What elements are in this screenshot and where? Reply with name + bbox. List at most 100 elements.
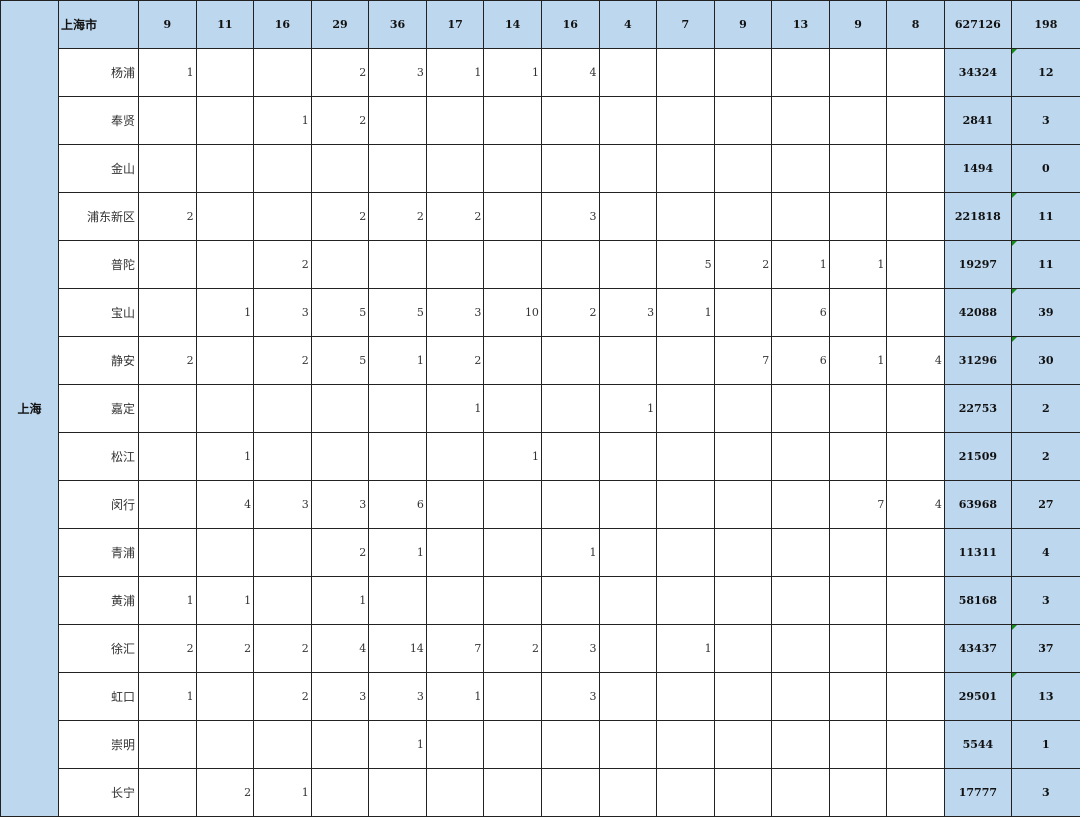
value-cell[interactable] xyxy=(254,145,312,193)
value-cell[interactable] xyxy=(657,145,715,193)
value-cell[interactable] xyxy=(599,577,657,625)
value-cell[interactable]: 2 xyxy=(311,193,369,241)
value-cell[interactable] xyxy=(254,193,312,241)
value-cell[interactable] xyxy=(599,97,657,145)
value-cell[interactable]: 6 xyxy=(772,289,830,337)
value-cell[interactable]: 1 xyxy=(484,49,542,97)
value-cell[interactable] xyxy=(657,577,715,625)
total-cell[interactable]: 19297 xyxy=(944,241,1011,289)
count-cell[interactable]: 4 xyxy=(1011,529,1080,577)
value-cell[interactable] xyxy=(829,673,887,721)
value-cell[interactable]: 4 xyxy=(311,625,369,673)
value-cell[interactable]: 2 xyxy=(139,337,197,385)
value-cell[interactable] xyxy=(599,529,657,577)
value-cell[interactable] xyxy=(139,721,197,769)
value-cell[interactable] xyxy=(657,673,715,721)
value-cell[interactable] xyxy=(196,49,254,97)
value-cell[interactable]: 2 xyxy=(254,673,312,721)
value-cell[interactable] xyxy=(887,193,945,241)
value-cell[interactable]: 3 xyxy=(254,289,312,337)
value-cell[interactable]: 2 xyxy=(139,193,197,241)
value-cell[interactable]: 1 xyxy=(657,289,715,337)
header-value-cell[interactable]: 9 xyxy=(829,1,887,49)
value-cell[interactable] xyxy=(599,625,657,673)
value-cell[interactable]: 1 xyxy=(196,577,254,625)
count-cell[interactable]: 12 xyxy=(1011,49,1080,97)
value-cell[interactable] xyxy=(599,241,657,289)
header-value-cell[interactable]: 4 xyxy=(599,1,657,49)
value-cell[interactable] xyxy=(311,145,369,193)
total-cell[interactable]: 31296 xyxy=(944,337,1011,385)
district-cell[interactable]: 奉贤 xyxy=(59,97,139,145)
total-cell[interactable]: 11311 xyxy=(944,529,1011,577)
value-cell[interactable] xyxy=(829,385,887,433)
value-cell[interactable] xyxy=(541,385,599,433)
value-cell[interactable] xyxy=(657,481,715,529)
value-cell[interactable]: 14 xyxy=(369,625,427,673)
value-cell[interactable] xyxy=(887,289,945,337)
value-cell[interactable]: 1 xyxy=(657,625,715,673)
value-cell[interactable]: 1 xyxy=(139,673,197,721)
value-cell[interactable] xyxy=(657,433,715,481)
value-cell[interactable]: 2 xyxy=(311,97,369,145)
value-cell[interactable] xyxy=(426,481,484,529)
count-cell[interactable]: 1 xyxy=(1011,721,1080,769)
value-cell[interactable]: 1 xyxy=(369,337,427,385)
value-cell[interactable] xyxy=(887,97,945,145)
value-cell[interactable]: 1 xyxy=(426,385,484,433)
value-cell[interactable] xyxy=(772,577,830,625)
value-cell[interactable] xyxy=(829,49,887,97)
count-cell[interactable]: 39 xyxy=(1011,289,1080,337)
value-cell[interactable] xyxy=(714,433,772,481)
value-cell[interactable]: 2 xyxy=(254,625,312,673)
value-cell[interactable] xyxy=(484,145,542,193)
value-cell[interactable] xyxy=(369,433,427,481)
value-cell[interactable]: 1 xyxy=(829,241,887,289)
total-cell[interactable]: 34324 xyxy=(944,49,1011,97)
value-cell[interactable] xyxy=(196,673,254,721)
total-cell[interactable]: 17777 xyxy=(944,769,1011,817)
value-cell[interactable]: 6 xyxy=(369,481,427,529)
value-cell[interactable] xyxy=(196,337,254,385)
value-cell[interactable] xyxy=(887,625,945,673)
total-cell[interactable]: 58168 xyxy=(944,577,1011,625)
value-cell[interactable] xyxy=(369,769,427,817)
value-cell[interactable]: 1 xyxy=(254,97,312,145)
value-cell[interactable] xyxy=(541,241,599,289)
value-cell[interactable]: 4 xyxy=(541,49,599,97)
value-cell[interactable] xyxy=(772,625,830,673)
value-cell[interactable] xyxy=(657,49,715,97)
total-cell[interactable]: 21509 xyxy=(944,433,1011,481)
value-cell[interactable] xyxy=(829,721,887,769)
value-cell[interactable] xyxy=(657,193,715,241)
value-cell[interactable] xyxy=(599,49,657,97)
value-cell[interactable] xyxy=(657,721,715,769)
value-cell[interactable] xyxy=(772,145,830,193)
value-cell[interactable] xyxy=(311,241,369,289)
value-cell[interactable] xyxy=(254,577,312,625)
value-cell[interactable] xyxy=(484,97,542,145)
value-cell[interactable] xyxy=(829,289,887,337)
value-cell[interactable] xyxy=(139,481,197,529)
value-cell[interactable]: 2 xyxy=(311,49,369,97)
value-cell[interactable] xyxy=(887,433,945,481)
count-cell[interactable]: 2 xyxy=(1011,433,1080,481)
value-cell[interactable] xyxy=(599,769,657,817)
value-cell[interactable] xyxy=(887,721,945,769)
value-cell[interactable] xyxy=(714,145,772,193)
value-cell[interactable] xyxy=(887,241,945,289)
value-cell[interactable] xyxy=(829,529,887,577)
value-cell[interactable] xyxy=(196,385,254,433)
value-cell[interactable]: 1 xyxy=(772,241,830,289)
header-value-cell[interactable]: 29 xyxy=(311,1,369,49)
value-cell[interactable]: 5 xyxy=(311,289,369,337)
district-cell[interactable]: 黄浦 xyxy=(59,577,139,625)
value-cell[interactable] xyxy=(829,577,887,625)
value-cell[interactable]: 2 xyxy=(254,241,312,289)
value-cell[interactable] xyxy=(657,97,715,145)
value-cell[interactable]: 3 xyxy=(311,673,369,721)
total-cell[interactable]: 1494 xyxy=(944,145,1011,193)
count-cell[interactable]: 2 xyxy=(1011,385,1080,433)
value-cell[interactable] xyxy=(369,241,427,289)
value-cell[interactable]: 4 xyxy=(887,337,945,385)
